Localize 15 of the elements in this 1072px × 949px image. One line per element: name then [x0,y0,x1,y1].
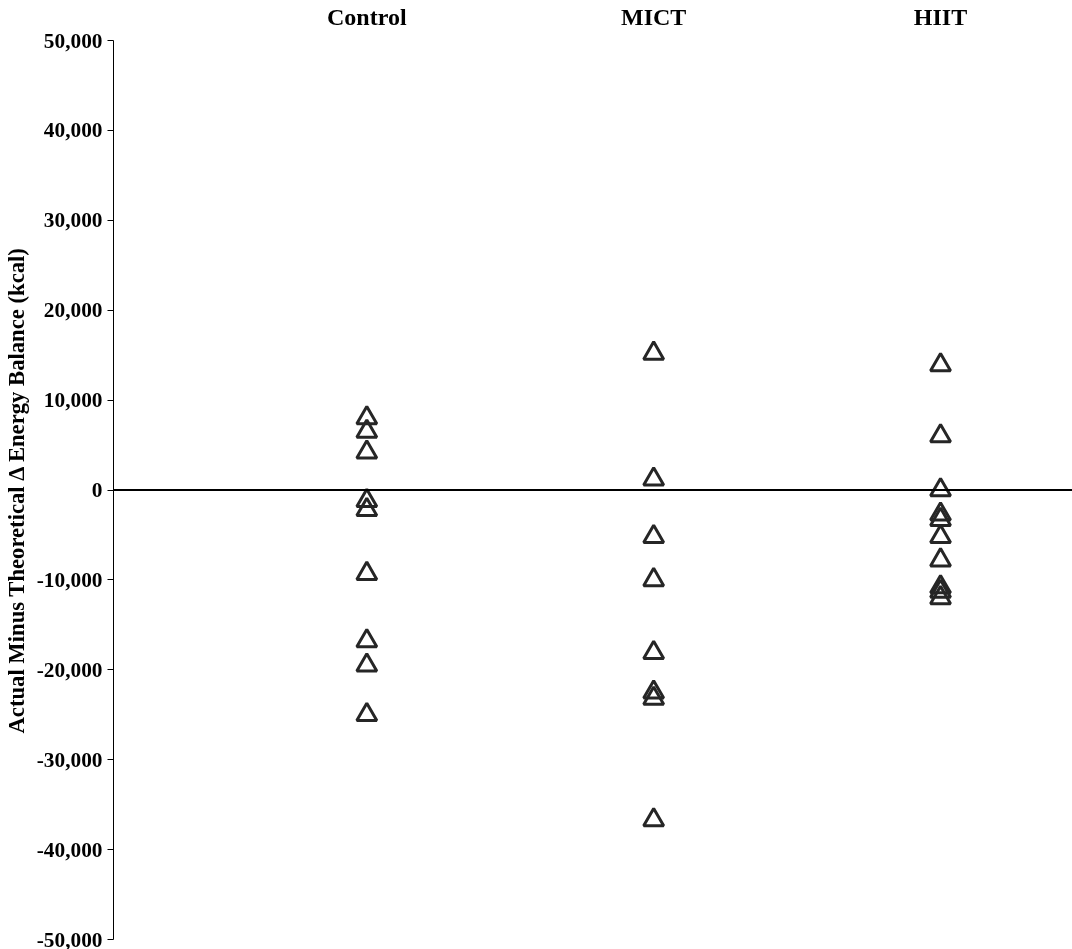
y-tick-label: 20,000 [43,298,103,323]
y-axis-title: Actual Minus Theoretical Δ Energy Balance (kcal) [3,248,29,734]
y-tick-label: -50,000 [36,927,103,949]
y-tick-label: 0 [91,478,103,502]
x-tick-label: MICT [621,3,687,30]
y-tick-label: -30,000 [36,747,103,772]
x-tick-label: HIIT [913,3,968,30]
y-tick-label: 10,000 [43,388,103,413]
y-tick-label: -10,000 [36,567,103,592]
y-tick-label: 40,000 [43,118,103,143]
y-tick-label: -40,000 [36,837,103,862]
y-tick-label: -20,000 [36,657,103,682]
y-tick-label: 50,000 [43,28,103,53]
x-tick-label: Control [327,3,407,30]
y-tick-label: 30,000 [43,208,103,233]
